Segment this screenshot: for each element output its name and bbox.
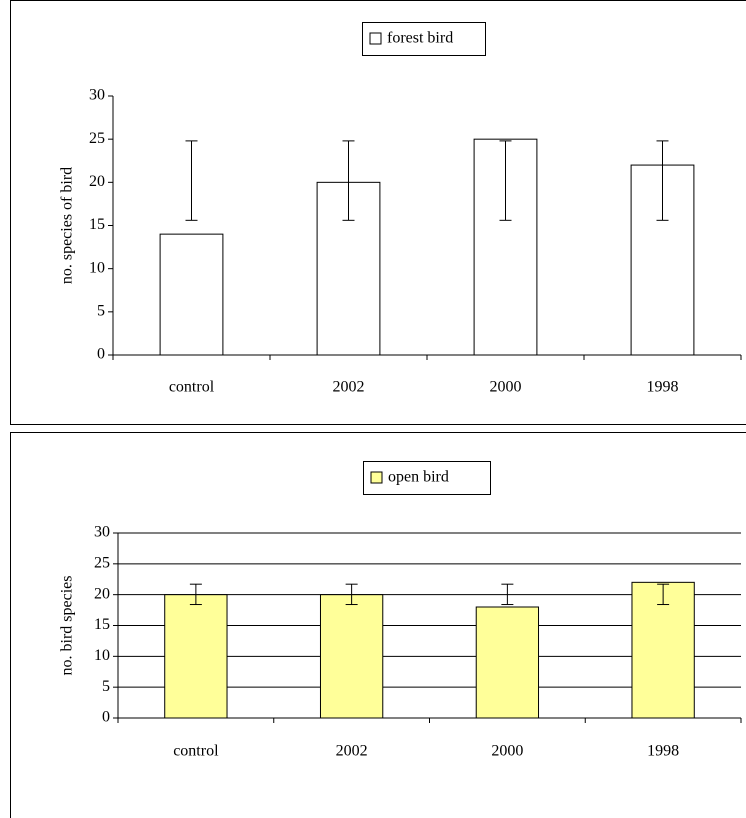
y-tick-label: 25 (89, 130, 105, 147)
bar (320, 595, 382, 718)
legend-swatch (371, 472, 382, 483)
y-tick-label: 15 (94, 616, 110, 633)
x-tick-label: 2000 (491, 743, 523, 760)
y-tick-label: 30 (94, 524, 110, 541)
y-tick-label: 0 (102, 709, 110, 726)
y-tick-label: 10 (94, 647, 110, 664)
y-tick-label: 20 (89, 173, 105, 190)
y-tick-label: 0 (97, 346, 105, 363)
y-tick-label: 10 (89, 259, 105, 276)
legend-swatch (370, 33, 381, 44)
bar (160, 234, 223, 355)
x-tick-label: 2000 (490, 379, 522, 396)
bar (165, 595, 227, 718)
x-tick-label: 1998 (647, 379, 679, 396)
y-tick-label: 20 (94, 585, 110, 602)
y-axis-title: no. species of bird (59, 167, 76, 284)
y-tick-label: 25 (94, 555, 110, 572)
page: 0 5 10 15 20 25 30 no. species of bird control 20… (0, 0, 746, 818)
x-tick-label: control (169, 379, 215, 396)
x-tick-label: 2002 (333, 379, 365, 396)
legend-label: open bird (388, 469, 449, 486)
y-axis-title: no. bird species (59, 576, 76, 676)
x-tick-label: control (173, 743, 219, 760)
y-tick-label: 15 (89, 216, 105, 233)
y-tick-label: 5 (97, 303, 105, 320)
bar (476, 607, 538, 718)
y-tick-label: 5 (102, 678, 110, 695)
x-tick-label: 1998 (647, 743, 679, 760)
x-tick-label: 2002 (336, 743, 368, 760)
legend-label: forest bird (387, 30, 453, 47)
y-tick-label: 30 (89, 87, 105, 104)
